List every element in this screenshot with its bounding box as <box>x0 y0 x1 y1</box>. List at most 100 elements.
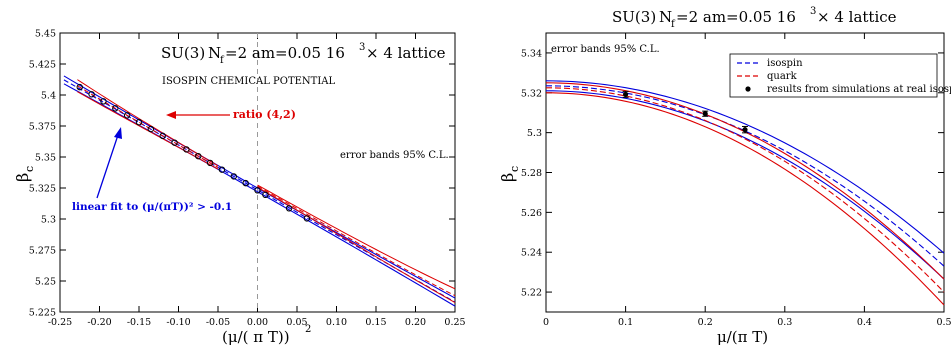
left-x-tick-label: 0.10 <box>326 317 347 328</box>
left-x-axis-label-sup: 2 <box>305 324 311 335</box>
right-x-tick-label: 0.3 <box>777 317 792 328</box>
left-y-tick-label: 5.25 <box>35 277 56 288</box>
left-y-axis-label-sub: c <box>23 166 36 172</box>
left-title-tail: × 4 lattice <box>366 44 446 62</box>
left-fit-label: linear fit to (μ/(πT))² > -0.1 <box>72 201 232 213</box>
right-isospin-upper-band <box>545 80 945 254</box>
left-chart: -0.25 -0.20 -0.15 -0.10 -0.05 0.00 0.05 0.10 0.1… <box>13 29 466 347</box>
right-title-n: N <box>659 8 672 26</box>
right-chart: 0 0.1 0.2 0.3 0.4 0.5 5.22 5.24 5.26 5.28 5.3 5.32… <box>498 6 951 346</box>
left-y-ticks: 5.225 5.25 5.275 5.3 5.325 5.35 5.375 5.4 5.425 5… <box>29 29 455 319</box>
left-data-point <box>206 159 214 167</box>
left-data-point <box>262 191 269 199</box>
left-ratio-neg-central <box>77 85 219 168</box>
legend-swatch-simulation <box>745 86 751 92</box>
left-x-ticks: -0.25 -0.20 -0.15 -0.10 -0.05 0.00 0.05 0.10 0.1… <box>48 33 466 328</box>
right-simulation-point <box>623 91 629 97</box>
right-isospin-central-line <box>545 85 945 267</box>
right-title-f: f <box>671 19 676 30</box>
left-data-point <box>218 166 226 173</box>
right-isospin-lower-band <box>545 90 945 280</box>
left-data-point <box>123 112 131 119</box>
left-data-point <box>230 173 238 180</box>
left-fit-arrow <box>96 134 119 199</box>
left-data-point <box>303 215 311 222</box>
left-data-point <box>183 146 190 153</box>
left-error-bands-note: error bands 95% C.L. <box>340 150 449 161</box>
left-data-point <box>147 125 155 133</box>
left-y-axis-label: β <box>13 173 32 182</box>
left-x-tick-label: 0.00 <box>247 317 268 328</box>
left-x-tick-label: 0.05 <box>286 317 307 328</box>
right-quark-upper-band <box>545 82 945 280</box>
left-title-f: f <box>220 55 225 66</box>
left-ratio-pos-upper <box>257 184 456 290</box>
right-title-exp: 3 <box>810 6 816 17</box>
left-title-rest: =2 am=0.05 16 <box>225 44 345 62</box>
left-y-tick-label: 5.425 <box>29 60 56 71</box>
left-data-point <box>285 205 293 212</box>
right-x-tick-label: 0.4 <box>857 317 872 328</box>
left-x-tick-label: 0.15 <box>365 317 386 328</box>
right-x-tick-label: 0.1 <box>618 317 633 328</box>
left-x-tick-label: -0.10 <box>166 317 190 328</box>
left-y-tick-label: 5.35 <box>35 153 56 164</box>
left-y-tick-label: 5.4 <box>41 91 56 102</box>
right-title-tail: × 4 lattice <box>817 8 897 26</box>
right-x-tick-label: 0.5 <box>936 317 951 328</box>
left-ratio-neg-upper <box>77 79 219 167</box>
right-y-tick-label: 5.3 <box>527 128 542 139</box>
left-ratio-label: ratio (4,2) <box>233 108 296 121</box>
right-plot-area <box>545 80 945 306</box>
right-title-rest: =2 am=0.05 16 <box>676 8 796 26</box>
left-x-axis-label: (μ/( π T)) <box>222 328 290 346</box>
left-ratio-pos-lower <box>257 186 456 303</box>
left-data-point <box>88 91 95 98</box>
right-quark-central-line <box>545 87 945 293</box>
right-x-tick-label: 0 <box>543 317 549 328</box>
left-title-exp: 3 <box>359 42 365 53</box>
left-title-prefix: SU(3) <box>161 44 205 62</box>
right-y-ticks: 5.22 5.24 5.26 5.28 5.3 5.32 5.34 <box>521 48 944 299</box>
right-simulation-point <box>702 111 708 117</box>
left-y-tick-label: 5.275 <box>29 246 56 257</box>
right-y-tick-label: 5.22 <box>521 288 542 299</box>
right-y-tick-label: 5.28 <box>521 168 542 179</box>
right-y-tick-label: 5.32 <box>521 88 542 99</box>
right-y-axis-label-sub: c <box>508 166 521 172</box>
left-data-point <box>100 98 107 105</box>
right-quark-lower-band <box>545 92 945 306</box>
left-ratio-pos-central <box>257 185 456 297</box>
left-fit-arrowhead <box>114 127 122 139</box>
left-data-point <box>195 152 202 160</box>
right-x-tick-label: 0.2 <box>698 317 713 328</box>
left-ratio-arrowhead <box>166 111 176 119</box>
legend-label-isospin: isospin <box>767 58 803 69</box>
legend-label-quark: quark <box>767 71 798 82</box>
left-y-tick-label: 5.3 <box>41 215 56 226</box>
left-title-n: N <box>208 44 221 62</box>
right-simulation-point <box>742 127 748 133</box>
right-legend: isospin quark results from simulations a… <box>729 53 951 98</box>
left-y-tick-label: 5.325 <box>29 184 56 195</box>
left-subtitle: ISOSPIN CHEMICAL POTENTIAL <box>162 76 335 87</box>
right-x-axis-label: μ/(π T) <box>717 328 768 346</box>
left-x-tick-label: -0.20 <box>87 317 111 328</box>
left-x-tick-label: 0.20 <box>405 317 426 328</box>
left-x-tick-label: -0.05 <box>206 317 230 328</box>
left-plot-area <box>63 33 456 312</box>
right-y-tick-label: 5.34 <box>521 48 542 59</box>
right-y-tick-label: 5.24 <box>521 248 542 259</box>
left-data-point <box>254 187 261 194</box>
left-ratio-neg-lower <box>77 91 219 170</box>
left-data-point <box>112 105 119 112</box>
right-error-bands-note: error bands 95% C.L. <box>551 44 660 55</box>
left-data-point <box>135 118 143 126</box>
right-y-tick-label: 5.26 <box>521 208 542 219</box>
right-title-prefix: SU(3) <box>612 8 656 26</box>
left-data-point <box>76 83 83 91</box>
left-data-point <box>242 179 249 187</box>
left-x-tick-label: -0.25 <box>48 317 72 328</box>
legend-label-simulation: results from simulations at real isospin <box>767 84 951 95</box>
